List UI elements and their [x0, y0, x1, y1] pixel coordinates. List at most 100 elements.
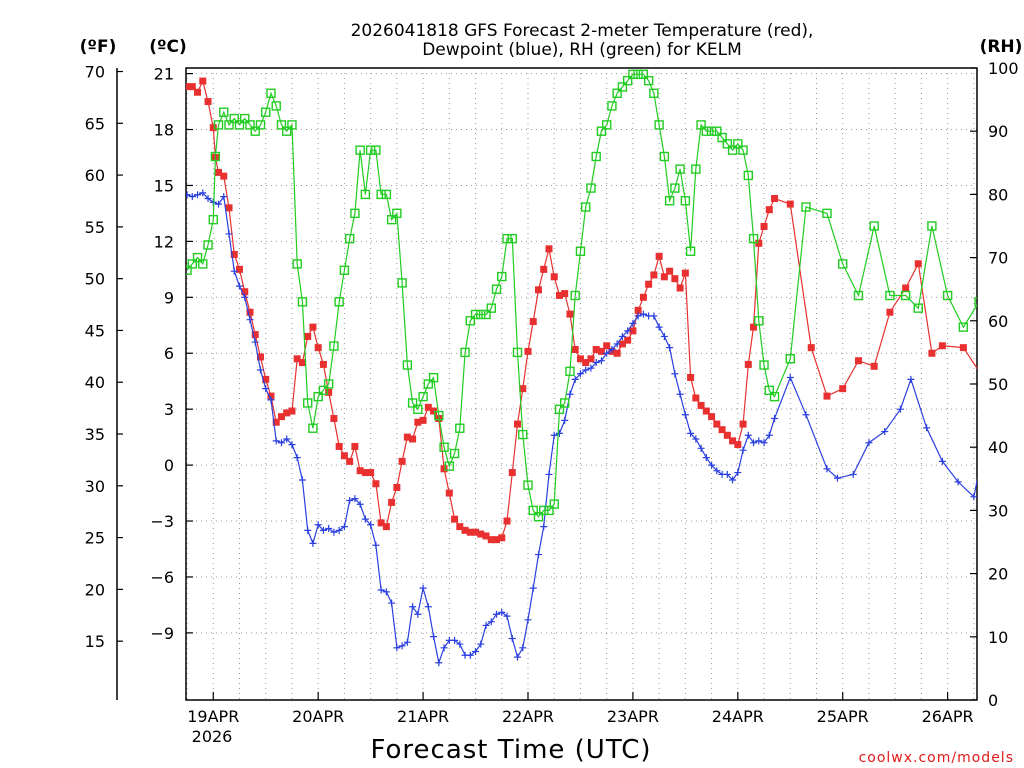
c-tick-label: 21 [154, 65, 174, 84]
temperature-point [702, 407, 710, 415]
rh-point [186, 265, 192, 275]
temperature-point [624, 336, 632, 344]
dewpoint-point [225, 230, 233, 238]
temperature-point [204, 98, 212, 106]
dewpoint-point [482, 621, 490, 629]
rh-point [712, 126, 722, 136]
rh-point [1017, 83, 1024, 91]
dewpoint-point [524, 616, 532, 624]
dewpoint-point [188, 193, 196, 201]
temperature-point [613, 349, 621, 357]
temperature-point [671, 275, 679, 283]
temperature-line [187, 79, 977, 541]
dewpoint-point [545, 470, 553, 478]
dewpoint-point [272, 437, 280, 445]
temperature-point [634, 306, 642, 314]
series-dewpoint [186, 189, 1009, 667]
temperature-point [262, 375, 270, 383]
temperature-point [194, 88, 202, 96]
temperature-point [319, 360, 327, 368]
rh-point [539, 505, 549, 516]
x-tick-label: 22APR [502, 707, 554, 726]
f-tick-label: 35 [85, 425, 105, 444]
rh-point [392, 208, 402, 219]
f-tick-label: 55 [85, 218, 105, 237]
temperature-point [393, 483, 401, 491]
dewpoint-point [487, 618, 495, 626]
unit-c-label: (ºC) [149, 37, 187, 57]
temperature-point [729, 437, 737, 445]
dewpoint-point [267, 396, 275, 404]
temperature-point [220, 172, 228, 180]
temperature-point [697, 401, 705, 409]
temperature-point [367, 469, 375, 477]
dewpoint-point [424, 603, 432, 611]
dewpoint-point [330, 528, 338, 536]
dewpoint-point [477, 640, 485, 648]
f-tick-label: 40 [85, 373, 105, 392]
rh-point [575, 246, 586, 256]
temperature-point [666, 267, 674, 275]
dewpoint-point [1002, 340, 1009, 347]
rh-point [549, 499, 559, 509]
temperature-point [718, 426, 726, 434]
temperature-point [540, 265, 548, 273]
dewpoint-point [849, 470, 857, 478]
temperature-point [739, 420, 747, 428]
dewpoint-point [540, 523, 548, 531]
rh-point [533, 512, 544, 522]
rh-point [654, 120, 664, 130]
rh-point [764, 385, 774, 396]
rh-point [187, 259, 197, 269]
rh-point [282, 126, 292, 136]
f-tick-label: 65 [85, 114, 105, 133]
temperature-point [938, 342, 946, 350]
rh-point [507, 233, 517, 244]
temperature-point [236, 265, 244, 273]
temperature-point [241, 288, 249, 296]
rh-point [240, 113, 250, 124]
dewpoint-point [896, 405, 904, 413]
temperature-point [414, 418, 422, 426]
rh-point [701, 126, 712, 136]
temperature-point [603, 342, 611, 350]
x-tick-label: 20APR [292, 707, 344, 726]
temperature-point [886, 308, 894, 316]
dewpoint-point [603, 349, 611, 357]
dewpoint-point [393, 644, 401, 652]
rh-point [822, 208, 832, 219]
c-tick-label: 3 [164, 400, 174, 419]
rh-point [397, 278, 407, 288]
rh-point [192, 252, 203, 263]
tick-labels: 211815129630−3−6−97065605550454035302520… [85, 59, 1019, 726]
rh-point [570, 290, 580, 301]
temperature-point [472, 528, 480, 536]
temperature-point [199, 77, 207, 85]
rh-point [838, 259, 848, 269]
rh-point [428, 372, 439, 383]
temperature-point [209, 124, 217, 132]
temperature-point [959, 344, 967, 352]
dewpoint-point [466, 651, 474, 659]
rh-point [470, 309, 481, 320]
rh-point [476, 309, 486, 320]
rh-point [386, 214, 397, 225]
rh-point [460, 347, 470, 358]
f-tick-label: 70 [85, 63, 105, 82]
x-axis-label: Forecast Time (UTC) [370, 735, 651, 765]
dewpoint-point [356, 500, 364, 508]
temperature-point [283, 409, 291, 417]
temperature-point [309, 323, 317, 331]
temperature-point [340, 452, 348, 460]
credit-label: coolwx.com/models [859, 750, 1014, 766]
temperature-point [750, 323, 758, 331]
rh-tick-label: 0 [988, 691, 998, 710]
plot-frame [185, 67, 978, 701]
rh-point [334, 297, 344, 307]
temperature-point [618, 340, 626, 348]
temperature-point [477, 530, 485, 538]
rh-tick-label: 20 [988, 565, 1008, 584]
dewpoint-point [708, 461, 716, 469]
temperature-point [734, 441, 742, 449]
rh-point [203, 240, 213, 250]
